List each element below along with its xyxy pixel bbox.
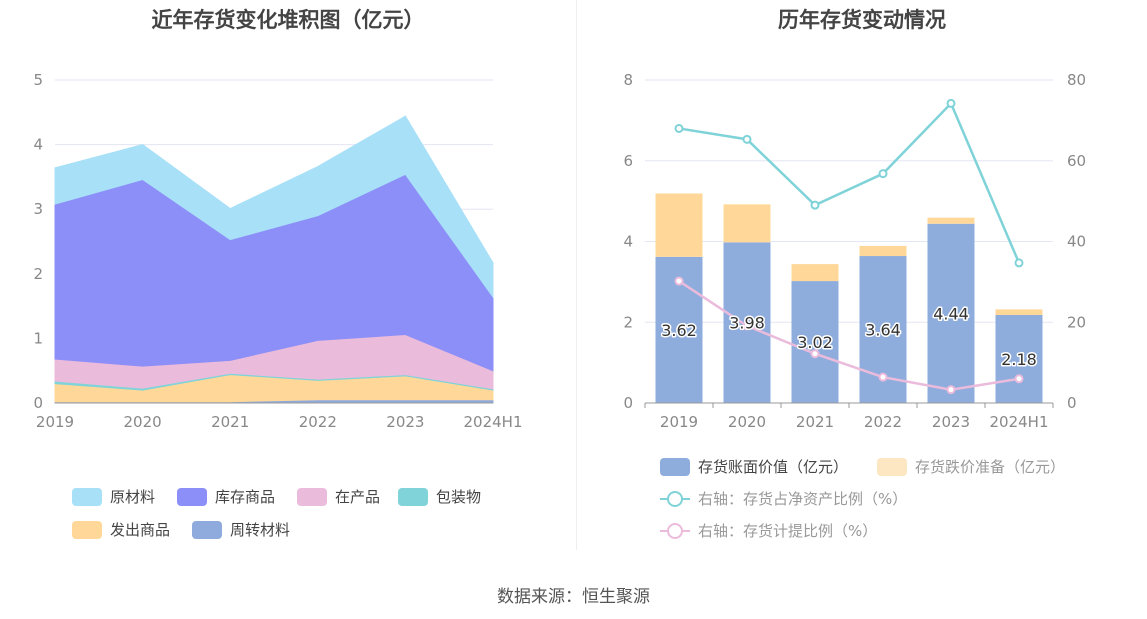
legend-swatch xyxy=(192,520,222,539)
legend-item[interactable]: 原材料 xyxy=(72,486,155,507)
line-point xyxy=(810,349,820,359)
y-left-tick-label: 0 xyxy=(623,394,633,412)
line-point xyxy=(1014,258,1024,268)
y-tick-label: 4 xyxy=(33,136,43,154)
left-chart-legend: 原材料 库存商品 在产品 包装物发出商品 周转材料 xyxy=(0,0,576,560)
y-tick-label: 0 xyxy=(33,394,43,412)
legend-label: 存货账面价值（亿元） xyxy=(698,458,849,476)
bar-data-label: 3.64 xyxy=(865,321,901,340)
line-point xyxy=(674,276,684,286)
x-tick-label: 2022 xyxy=(864,413,902,431)
line-point xyxy=(946,98,956,108)
legend-item[interactable]: 包装物 xyxy=(398,486,481,507)
y-right-tick-label: 80 xyxy=(1067,71,1086,89)
line-point xyxy=(878,372,888,382)
x-tick-label: 2021 xyxy=(796,413,834,431)
bar-impairment-reserve xyxy=(655,193,703,257)
legend-line-swatch xyxy=(660,522,690,540)
legend-label: 在产品 xyxy=(335,488,381,506)
area-series xyxy=(54,115,494,299)
legend-swatch xyxy=(877,457,907,476)
right-chart-title: 历年存货变动情况 xyxy=(778,8,946,32)
bar-impairment-reserve xyxy=(723,204,771,243)
legend-label: 右轴：存货计提比例（%） xyxy=(698,522,878,540)
data-source-note: 数据来源：恒生聚源 xyxy=(497,587,650,607)
legend-item[interactable]: 存货账面价值（亿元） xyxy=(660,456,848,477)
y-right-tick-label: 20 xyxy=(1067,313,1086,331)
bar-book-value xyxy=(995,314,1043,403)
y-left-tick-label: 8 xyxy=(623,71,633,89)
line-point xyxy=(946,385,956,395)
line-point xyxy=(810,200,820,210)
line-point xyxy=(742,321,752,331)
bar-impairment-reserve xyxy=(995,309,1043,315)
x-tick-label: 2024H1 xyxy=(464,413,523,431)
legend-item[interactable]: 右轴：存货占净资产比例（%） xyxy=(660,488,907,509)
bar-line-chart-panel: 历年存货变动情况 0 2 4 6 8 0 20 40 60 80 2019 2020 2021 2022 2… xyxy=(577,0,1147,560)
line-net-asset-ratio xyxy=(678,101,1021,264)
legend-swatch xyxy=(72,520,102,539)
legend-swatch xyxy=(177,487,207,506)
panel-divider xyxy=(576,0,577,550)
bar-book-value xyxy=(927,223,975,403)
bar-impairment-reserve xyxy=(927,217,975,224)
legend-item[interactable]: 存货跌价准备（亿元） xyxy=(877,456,1065,477)
bar-book-value xyxy=(791,281,839,403)
legend-label: 周转材料 xyxy=(230,521,291,539)
legend-item[interactable]: 在产品 xyxy=(297,486,380,507)
legend-item[interactable]: 发出商品 xyxy=(72,519,170,540)
x-tick-label: 2019 xyxy=(36,413,74,431)
y-right-tick-label: 60 xyxy=(1067,152,1086,170)
bar-data-label: 3.98 xyxy=(729,314,765,333)
x-tick-label: 2021 xyxy=(211,413,249,431)
line-point xyxy=(674,123,684,133)
x-tick-label: 2023 xyxy=(386,413,424,431)
y-tick-label: 5 xyxy=(33,71,43,89)
legend-item[interactable]: 库存商品 xyxy=(177,486,275,507)
line-point xyxy=(878,169,888,179)
y-tick-label: 2 xyxy=(33,265,43,283)
legend-line-swatch xyxy=(660,490,690,508)
legend-swatch xyxy=(297,487,327,506)
y-tick-label: 3 xyxy=(33,200,43,218)
right-chart-legend: 存货账面价值（亿元） 存货跌价准备（亿元） 右轴：存货占净资产比例（%） 右轴：存货计… xyxy=(577,0,1147,560)
bar-data-label: 4.44 xyxy=(933,304,969,323)
y-right-tick-label: 40 xyxy=(1067,233,1086,251)
bar-impairment-reserve xyxy=(791,264,839,282)
legend-item[interactable]: 周转材料 xyxy=(192,519,290,540)
x-tick-label: 2023 xyxy=(932,413,970,431)
y-tick-label: 1 xyxy=(33,329,43,347)
legend-swatch xyxy=(398,487,428,506)
x-tick-label: 2024H1 xyxy=(990,413,1049,431)
bar-data-label: 3.02 xyxy=(797,333,833,352)
y-left-tick-label: 2 xyxy=(623,313,633,331)
legend-label: 包装物 xyxy=(436,488,482,506)
x-tick-label: 2019 xyxy=(660,413,698,431)
bar-impairment-reserve xyxy=(859,245,907,257)
legend-swatch xyxy=(660,457,690,476)
legend-label: 库存商品 xyxy=(215,488,276,506)
bar-data-label: 3.62 xyxy=(661,321,697,340)
legend-label: 右轴：存货占净资产比例（%） xyxy=(698,490,908,508)
y-right-tick-label: 0 xyxy=(1067,394,1077,412)
x-tick-label: 2022 xyxy=(299,413,337,431)
legend-label: 原材料 xyxy=(110,488,156,506)
legend-label: 存货跌价准备（亿元） xyxy=(915,458,1066,476)
stacked-area-chart-panel: 近年存货变化堆积图（亿元） 0 1 2 3 4 5 2019 2020 2021 2022 2023… xyxy=(0,0,576,560)
y-left-tick-label: 6 xyxy=(623,152,633,170)
left-chart-title: 近年存货变化堆积图（亿元） xyxy=(151,8,425,32)
x-tick-label: 2020 xyxy=(728,413,766,431)
line-point xyxy=(742,134,752,144)
line-provision-ratio xyxy=(678,280,1020,391)
legend-swatch xyxy=(72,487,102,506)
line-point xyxy=(1014,374,1024,384)
legend-label: 发出商品 xyxy=(110,521,171,539)
bar-data-label: 2.18 xyxy=(1001,350,1037,369)
legend-item[interactable]: 右轴：存货计提比例（%） xyxy=(660,520,877,541)
y-left-tick-label: 4 xyxy=(623,233,633,251)
x-tick-label: 2020 xyxy=(124,413,162,431)
stacked-area-chart: 0 1 2 3 4 5 2019 2020 2021 2022 2023 2024H1 xyxy=(33,71,523,431)
